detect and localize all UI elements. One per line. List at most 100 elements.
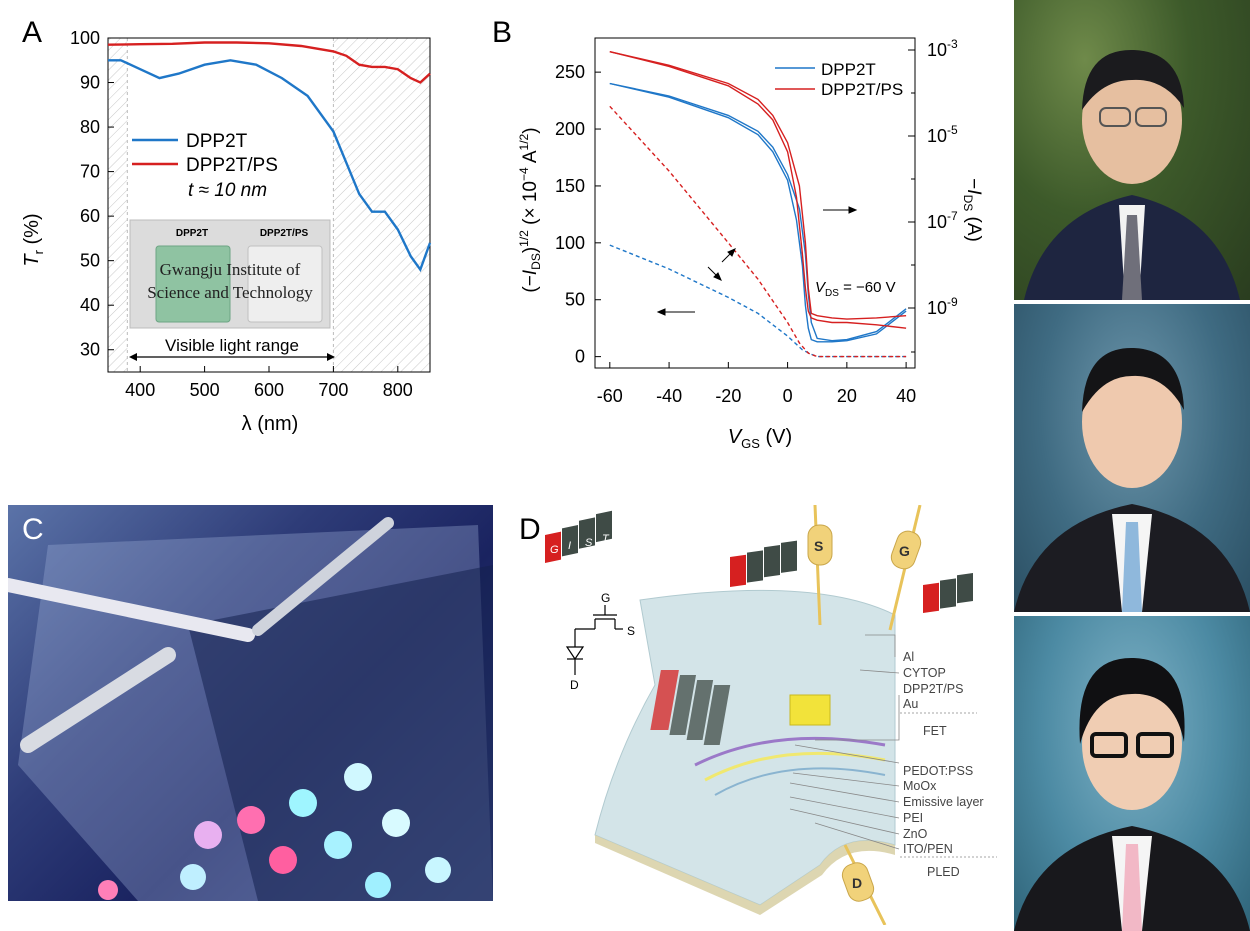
panel-b-yleft-label: (−IDS)1/2 (× 10−4 A1/2) (517, 127, 543, 292)
layer-al: Al (903, 650, 914, 664)
a-ytick-label: 60 (80, 206, 100, 226)
layer-pedot: PEDOT:PSS (903, 764, 973, 778)
panel-a: A 400 500 600 700 800 30 40 50 60 70 80 90 100 DPP2T… (0, 0, 440, 470)
b-series-dpp2t-log-rev- (609, 82, 907, 342)
inset-photo: DPP2T DPP2T/PS Gwangju Institute of Scie… (129, 219, 331, 329)
b-series-dpp2t-sqrt- (609, 244, 907, 358)
b-xtick-label: 0 (783, 386, 793, 406)
b-ytick-label: 50 (565, 290, 585, 310)
layer-labels: Al CYTOP DPP2T/PS Au FET PEDOT:PSS MoOx … (903, 650, 984, 879)
svg-text:I: I (568, 540, 571, 552)
svg-text:G: G (550, 544, 559, 556)
panel-a-letter: A (22, 16, 43, 49)
b-xtick-label: 40 (896, 386, 916, 406)
b-rtick-label: 10-9 (927, 295, 958, 318)
gist-logo-1: G I S T (545, 510, 612, 563)
b-ytick-label: 150 (555, 176, 585, 196)
layer-ito: ITO/PEN (903, 842, 953, 856)
legend-b-dpp2tps: DPP2T/PS (821, 80, 903, 99)
panel-b-chart: -60 -40 -20 0 20 40 0 50 100 150 200 250 10-3 10-5 10-… (517, 37, 984, 451)
inset-text-line1: Gwangju Institute of (160, 260, 301, 279)
svg-text:(−IDS)1/2 (× 10−4 A1/2): (−IDS)1/2 (× 10−4 A1/2) (517, 127, 543, 292)
group-fet: FET (923, 724, 947, 738)
b-xtick-label: 20 (837, 386, 857, 406)
b-series-dpp2t-log-fwd- (609, 82, 907, 343)
layer-au: Au (903, 697, 918, 711)
legend-a-dpp2tps: DPP2T/PS (186, 155, 278, 176)
range-label: Visible light range (165, 336, 299, 355)
a-xtick-label: 700 (318, 380, 348, 400)
a-ytick-label: 70 (80, 162, 100, 182)
svg-text:T: T (602, 533, 610, 545)
b-series-dpp2t-ps-log-fwd- (609, 51, 907, 329)
a-xtick-label: 400 (125, 380, 155, 400)
a-xtick-label: 500 (190, 380, 220, 400)
b-rtick-label: 10-5 (927, 123, 958, 146)
panel-a-ylabel: Tr (%) (21, 213, 46, 266)
svg-text:S: S (585, 537, 593, 549)
b-xtick-label: -20 (715, 386, 741, 406)
portrait-3 (1014, 616, 1250, 931)
device-schematic: G I S T G (545, 505, 997, 925)
circuit-g: G (601, 591, 610, 605)
panel-b-xlabel: VGS (V) (728, 426, 792, 451)
group-pled: PLED (927, 865, 960, 879)
a-xtick-label: 800 (383, 380, 413, 400)
circuit-s: S (627, 624, 635, 638)
a-ytick-label: 40 (80, 295, 100, 315)
b-rtick-label: 10-3 (927, 37, 958, 60)
b-xtick-label: -60 (597, 386, 623, 406)
b-xtick-label: -40 (656, 386, 682, 406)
panel-a-legend: DPP2T DPP2T/PS t ≈ 10 nm (132, 131, 278, 201)
a-ytick-label: 80 (80, 117, 100, 137)
layer-zno: ZnO (903, 827, 928, 841)
inset-text-line2: Science and Technology (147, 283, 313, 302)
svg-text:−IDS (A): −IDS (A) (961, 178, 984, 242)
panel-c-photo: C (8, 505, 493, 901)
circuit-d: D (570, 678, 579, 692)
portrait-1 (1014, 0, 1250, 300)
circuit-symbol (565, 605, 623, 675)
legend-a-dpp2t: DPP2T (186, 131, 248, 152)
panel-b-legend: DPP2T DPP2T/PS (775, 60, 903, 99)
inset-label-left: DPP2T (176, 228, 208, 239)
probe-d: D (841, 844, 887, 925)
probe-g: G (888, 505, 922, 631)
visible-range-arrow: Visible light range (129, 336, 335, 361)
direction-arrows (656, 206, 858, 316)
panel-a-xlabel: λ (nm) (242, 413, 299, 435)
a-xtick-label: 600 (254, 380, 284, 400)
legend-b-dpp2t: DPP2T (821, 60, 876, 79)
gist-logo-substrate (650, 670, 731, 745)
layer-moox: MoOx (903, 779, 937, 793)
a-series-dpp2t (108, 59, 432, 273)
panel-b-yright-label: −IDS (A) (961, 178, 984, 242)
hatch-left (108, 38, 128, 372)
gist-logo-2 (730, 540, 797, 587)
layer-pei: PEI (903, 811, 923, 825)
probe-s: S (807, 505, 833, 626)
svg-text:G: G (899, 543, 910, 559)
layer-dpp2tps: DPP2T/PS (903, 682, 963, 696)
a-ytick-label: 100 (70, 28, 100, 48)
svg-text:D: D (852, 875, 862, 891)
a-series-dpp2tps (107, 41, 431, 84)
svg-text:S: S (814, 538, 823, 554)
portrait-2 (1014, 304, 1250, 612)
panel-d-letter: D (519, 513, 541, 546)
b-ytick-label: 250 (555, 62, 585, 82)
gist-logo-3 (923, 572, 973, 613)
b-ytick-label: 200 (555, 119, 585, 139)
vds-note: VDS = −60 V (815, 279, 896, 299)
b-ytick-label: 0 (575, 347, 585, 367)
layer-emissive: Emissive layer (903, 795, 984, 809)
a-ytick-label: 50 (80, 251, 100, 271)
b-ytick-label: 100 (555, 233, 585, 253)
a-ytick-label: 90 (80, 73, 100, 93)
b-rtick-label: 10-7 (927, 209, 958, 232)
b-series-dpp2t-ps-log-rev- (609, 51, 907, 320)
panel-d-schematic: D G I S T (515, 505, 1008, 925)
svg-text:Tr (%): Tr (%) (21, 213, 46, 266)
panel-c-letter: C (22, 513, 44, 546)
panel-b-letter: B (492, 16, 513, 49)
